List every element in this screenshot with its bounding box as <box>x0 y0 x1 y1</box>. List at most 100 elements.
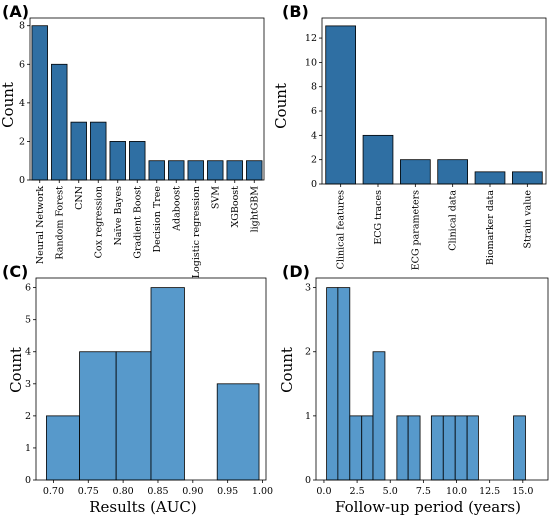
panel-c-ytick-label: 0 <box>25 475 31 486</box>
panel-c-xtick-label: 0.80 <box>113 486 134 497</box>
panel-c-ytick-label: 1 <box>25 443 31 454</box>
panel-b-ytick-label: 6 <box>311 106 317 117</box>
panel-d-ylabel: Count <box>278 347 296 393</box>
panel-d: (D) Count Follow-up period (years) 01230… <box>278 262 549 516</box>
panel-b-bar <box>362 134 394 185</box>
panel-a-bar <box>207 160 224 181</box>
panel-b-frame <box>321 17 547 185</box>
panel-c-frame <box>35 277 267 481</box>
panel-c-xtick-label: 0.90 <box>182 486 203 497</box>
panel-d-bar <box>396 415 409 481</box>
panel-c-ylabel: Count <box>7 347 25 393</box>
panel-a-bar <box>148 160 165 181</box>
panel-d-ytick-label: 0 <box>305 475 311 486</box>
panel-a-xtick-label: Random Forest <box>54 186 65 260</box>
panel-a-xtick-label: Naïve Bayes <box>113 186 124 246</box>
panel-a-xtick-label: Logistic regression <box>191 186 202 278</box>
panel-c-ytick-label: 4 <box>25 347 31 358</box>
panel-a-ytick-label: 0 <box>19 175 25 186</box>
panel-a-bar <box>187 160 204 181</box>
panel-b-xtick-label: Clinical features <box>336 190 347 269</box>
panel-b-bar <box>512 171 543 185</box>
panel-a-xtick-label: SVM <box>210 186 221 209</box>
panel-a-ylabel: Count <box>0 82 17 128</box>
panel-a-ytick-label: 6 <box>19 59 25 70</box>
panel-c-xtick-label: 0.70 <box>43 486 64 497</box>
panel-d-xlabel: Follow-up period (years) <box>335 498 521 516</box>
panel-d-xtick-label: 5.0 <box>383 486 398 497</box>
panel-c-ytick-label: 6 <box>25 283 31 294</box>
panel-a-bar <box>70 121 87 181</box>
panel-d-bar <box>326 287 339 481</box>
panel-b-ytick-label: 4 <box>311 130 317 141</box>
panel-d-letter: (D) <box>282 262 310 281</box>
panel-a-bar <box>226 160 243 181</box>
panel-d-plot: 0 1 2 3 0.0 2.5 5.0 7.5 10.0 12.5 15.0 <box>305 277 549 497</box>
panel-a-bar <box>90 121 107 181</box>
panel-c-bar <box>79 351 117 481</box>
panel-a-ytick-label: 8 <box>19 21 25 32</box>
panel-b: (B) Count 0 2 4 6 8 10 12 Clinical features ECG … <box>272 2 547 270</box>
panel-d-bar <box>407 415 421 481</box>
panel-c-bar <box>216 383 260 481</box>
panel-b-ylabel: Count <box>272 83 290 129</box>
panel-c-bar <box>115 351 152 481</box>
panel-b-bar <box>437 159 469 185</box>
panel-d-ytick-label: 2 <box>305 347 311 358</box>
panel-d-xtick-label: 12.5 <box>479 486 500 497</box>
panel-a-letter: (A) <box>2 2 29 21</box>
panel-d-bar <box>349 415 363 481</box>
panel-c-letter: (C) <box>2 262 28 281</box>
panel-c-ytick-label: 5 <box>25 315 31 326</box>
panel-b-xtick-label: Clinical data <box>448 190 459 251</box>
panel-a-ytick-label: 2 <box>19 136 25 147</box>
panel-d-bar <box>466 415 479 481</box>
panel-b-bar <box>399 159 431 185</box>
panel-a-xtick-label: Cox regression <box>93 186 104 258</box>
panel-d-xtick-label: 15.0 <box>512 486 533 497</box>
panel-a-frame <box>29 17 265 181</box>
panel-b-xtick-label: Biomarker data <box>485 190 496 265</box>
panel-a-plot: 0 2 4 6 8 Neural Network Random Forest CNN Cox r… <box>19 17 265 278</box>
panel-a-bar <box>51 63 68 181</box>
panel-a-xtick-label: Adaboost <box>171 186 182 232</box>
panel-d-bar <box>513 415 526 481</box>
panel-a-xtick-label: CNN <box>74 186 85 210</box>
panel-c-ytick-label: 2 <box>25 411 31 422</box>
panel-a-xtick-label: Neural Network <box>35 186 46 264</box>
panel-a-xtick-label: Decision Tree <box>152 186 163 253</box>
panel-b-xtick-label: Strain value <box>522 190 533 249</box>
panel-d-xtick-label: 7.5 <box>416 486 431 497</box>
panel-a-bar <box>31 25 48 181</box>
panel-c-xtick-label: 0.95 <box>217 486 238 497</box>
panel-b-bar <box>325 25 357 185</box>
panel-b-ytick-label: 12 <box>305 33 317 44</box>
panel-b-ytick-label: 8 <box>311 82 317 93</box>
panel-b-bar <box>474 171 506 185</box>
panel-a-xtick-label: lightGBM <box>249 186 260 233</box>
panel-c-bar <box>46 415 80 481</box>
panel-d-bar <box>430 415 444 481</box>
panel-d-bar <box>372 351 386 481</box>
panel-d-frame <box>315 277 549 481</box>
panel-a-bar <box>168 160 185 181</box>
panel-a-bar <box>129 141 146 181</box>
panel-d-bar <box>361 415 374 481</box>
panel-d-xtick-label: 0.0 <box>316 486 331 497</box>
panel-a-xtick-label: XGBoost <box>230 186 241 228</box>
panel-b-xtick-label: ECG traces <box>373 190 384 245</box>
panel-a-bar <box>109 141 126 181</box>
panel-a-ytick-label: 4 <box>19 98 25 109</box>
panel-a-xtick-label: Gradient Boost <box>132 186 143 259</box>
panel-b-ytick-label: 0 <box>311 179 317 190</box>
panel-b-xtick-label: ECG parameters <box>410 190 421 270</box>
panel-b-letter: (B) <box>282 2 309 21</box>
panel-b-plot: 0 2 4 6 8 10 12 Clinical features ECG traces ECG … <box>305 17 547 270</box>
panel-c-xtick-label: 1.00 <box>252 486 273 497</box>
panel-d-bar <box>337 287 351 481</box>
panel-c-plot: 0 1 2 3 4 5 6 0.70 0.75 0.80 0.85 0.90 0.95 1.00 <box>25 277 273 497</box>
panel-c-xlabel: Results (AUC) <box>89 498 196 516</box>
panel-d-xtick-label: 10.0 <box>446 486 467 497</box>
